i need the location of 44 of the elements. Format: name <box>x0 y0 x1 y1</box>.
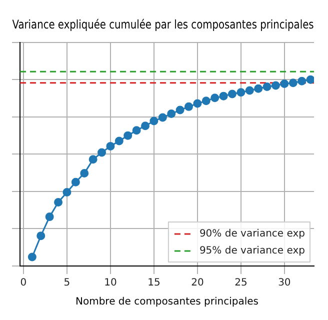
x-tick-label: 25 <box>234 278 248 289</box>
point <box>106 142 115 150</box>
x-tick-label: 15 <box>148 278 160 289</box>
point <box>176 106 184 114</box>
legend-label: 95% de variance exp <box>199 246 306 257</box>
point <box>45 212 54 222</box>
point <box>210 94 220 102</box>
point <box>158 113 167 122</box>
x-tick-label: 0 <box>20 278 27 289</box>
x-axis-title: Nombre de composantes principales <box>75 296 259 308</box>
point <box>288 78 298 88</box>
point <box>98 148 106 157</box>
point <box>262 82 272 91</box>
point <box>236 88 246 97</box>
point <box>254 84 263 93</box>
point <box>124 131 132 140</box>
point <box>150 116 158 126</box>
point <box>36 232 46 240</box>
point <box>54 198 63 207</box>
point <box>184 102 193 111</box>
point <box>306 75 314 84</box>
legend-label: 90% de variance exp <box>199 228 306 240</box>
point <box>219 92 228 100</box>
point <box>28 252 36 262</box>
point <box>132 126 141 135</box>
point <box>141 122 150 130</box>
point <box>228 90 236 98</box>
point <box>62 188 72 196</box>
x-tick-label: 5 <box>64 278 70 289</box>
point <box>88 155 98 164</box>
point <box>202 96 210 106</box>
x-tick-label: 20 <box>191 278 204 289</box>
point <box>193 99 202 108</box>
chart-title: Variance expliquée cumulée par les composantes principales <box>12 17 314 32</box>
point <box>114 136 124 146</box>
point <box>80 168 89 178</box>
point <box>280 80 289 88</box>
x-tick-label: 30 <box>278 278 291 289</box>
point <box>245 86 254 95</box>
x-tick-label: 10 <box>104 278 117 289</box>
point <box>271 81 280 90</box>
point <box>298 76 306 86</box>
point <box>71 178 80 186</box>
point <box>167 110 176 118</box>
